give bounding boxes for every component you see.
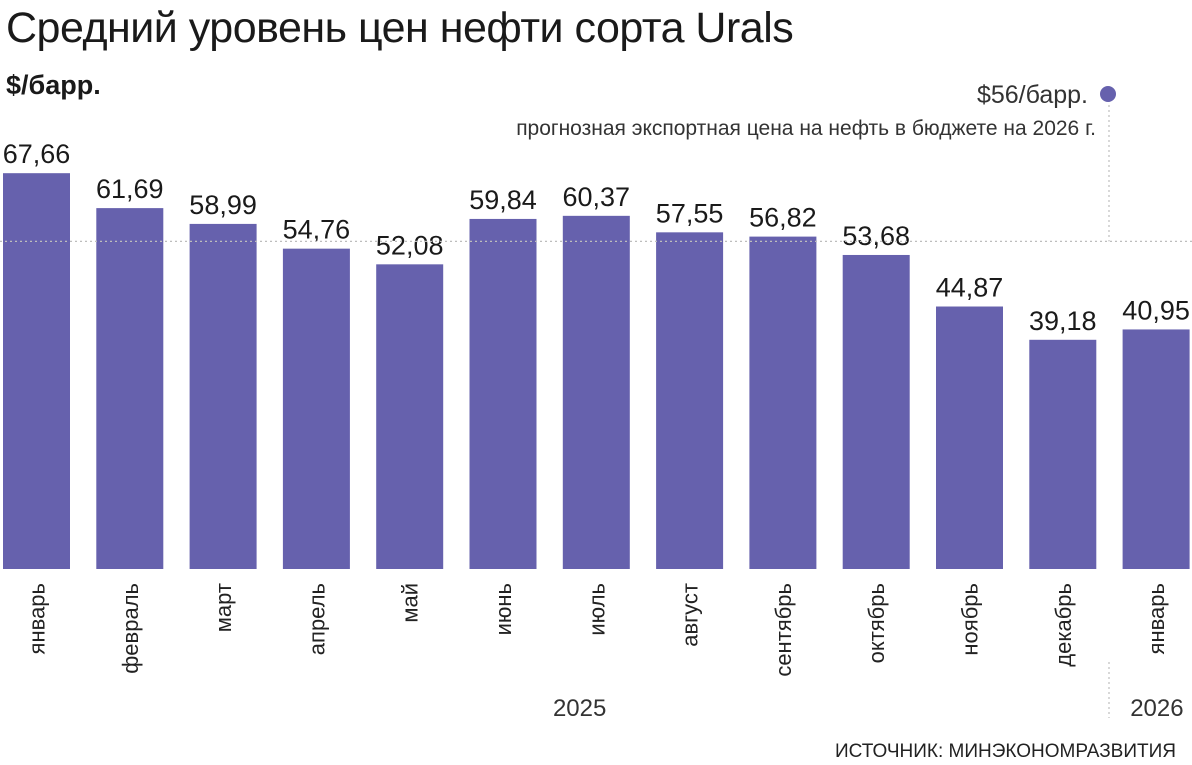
x-tick-label: июнь	[491, 583, 516, 635]
chart-title: Средний уровень цен нефти сорта Urals	[6, 4, 794, 52]
source-note: ИСТОЧНИК: МИНЭКОНОМРАЗВИТИЯ	[835, 741, 1176, 762]
data-label: 67,66	[3, 139, 71, 169]
data-label: 54,76	[283, 215, 351, 245]
reference-value: $56/барр.	[977, 81, 1088, 109]
bar	[1029, 339, 1097, 569]
x-tick-label: август	[678, 583, 703, 647]
bar	[656, 232, 724, 569]
x-tick-label: февраль	[118, 583, 143, 674]
x-tick-label: декабрь	[1051, 583, 1076, 667]
data-label: 52,08	[376, 230, 444, 260]
data-label: 39,18	[1029, 306, 1097, 336]
bar	[96, 208, 164, 569]
x-tick-label: сентябрь	[771, 583, 796, 677]
bar	[562, 215, 630, 569]
data-label: 59,84	[469, 185, 537, 215]
data-label: 53,68	[842, 221, 910, 251]
bar	[842, 254, 910, 570]
bar	[376, 264, 444, 569]
bar	[189, 223, 257, 569]
data-label: 58,99	[189, 190, 257, 220]
data-label: 40,95	[1122, 295, 1190, 325]
x-tick-label: июль	[584, 583, 609, 636]
x-tick-label: январь	[1144, 583, 1169, 654]
data-label: 44,87	[936, 273, 1004, 303]
data-label: 57,55	[656, 198, 724, 228]
reference-note: прогнозная экспортная цена на нефть в бю…	[516, 117, 1096, 140]
x-tick-label: апрель	[304, 583, 329, 655]
bar	[936, 306, 1003, 569]
data-label: 60,37	[563, 182, 631, 212]
bar	[1122, 329, 1190, 569]
x-tick-label: октябрь	[864, 583, 889, 663]
x-tick-label: январь	[25, 583, 50, 654]
reference-marker	[1100, 86, 1116, 102]
data-label: 61,69	[96, 174, 164, 204]
x-tick-label: ноябрь	[958, 583, 983, 656]
bar	[469, 218, 537, 569]
y-axis-unit: $/барр.	[6, 70, 101, 100]
bar	[749, 236, 817, 569]
year-label: 2025	[553, 695, 606, 722]
x-tick-label: март	[211, 583, 236, 632]
x-tick-label: май	[398, 583, 423, 623]
data-label: 56,82	[749, 203, 817, 233]
bar	[3, 173, 70, 569]
year-label: 2026	[1130, 695, 1183, 722]
bar	[282, 248, 350, 570]
